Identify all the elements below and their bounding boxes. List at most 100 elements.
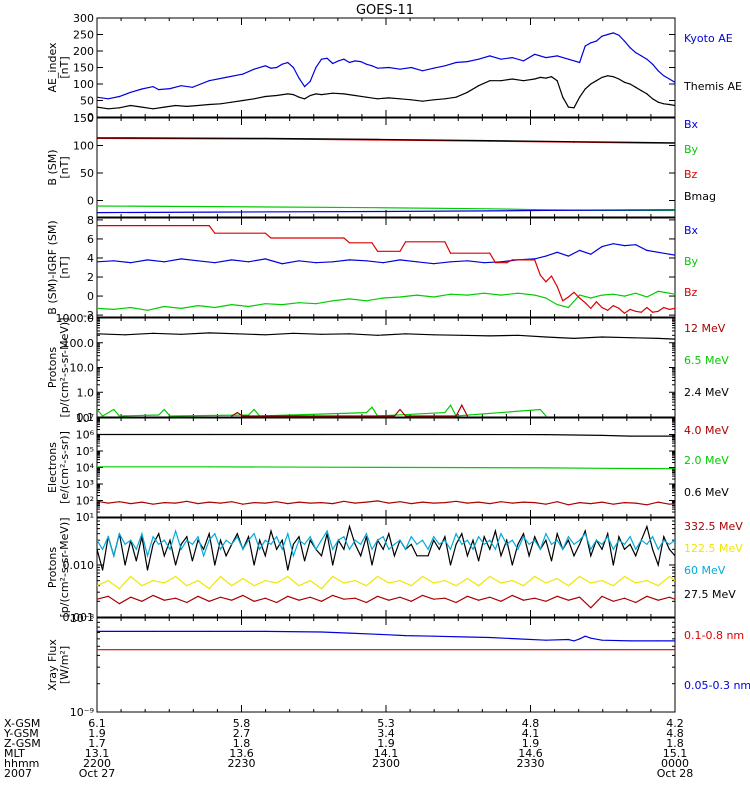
data-point	[360, 543, 362, 545]
data-point	[197, 539, 199, 541]
data-point	[433, 466, 435, 469]
data-point	[668, 503, 671, 505]
data-point	[517, 334, 519, 336]
series-line	[97, 225, 675, 314]
y-tick-label: 10⁻⁹	[70, 706, 94, 719]
data-point	[410, 543, 412, 545]
data-point	[264, 580, 266, 582]
data-point	[180, 85, 182, 87]
data-point	[489, 539, 491, 541]
data-point	[264, 232, 266, 234]
data-point	[186, 500, 188, 502]
data-point	[433, 67, 435, 69]
data-point	[489, 596, 491, 598]
orbit-value: 4.8	[666, 727, 684, 740]
data-point	[197, 536, 199, 538]
data-point	[612, 32, 614, 34]
data-point	[590, 42, 592, 44]
data-point	[130, 104, 132, 107]
data-point	[674, 104, 675, 107]
orbit-value: 14.6	[518, 747, 543, 760]
data-point	[332, 548, 334, 550]
data-point	[405, 333, 407, 335]
data-point	[118, 415, 120, 417]
data-point	[377, 500, 379, 502]
y-axis-label: [nT]	[58, 256, 71, 278]
data-point	[433, 263, 435, 265]
series-line	[97, 500, 675, 506]
data-point	[612, 564, 614, 566]
data-point	[646, 58, 648, 60]
data-point	[652, 548, 654, 550]
series-line	[97, 243, 675, 265]
data-point	[511, 539, 513, 541]
data-point	[320, 466, 323, 468]
data-point	[612, 503, 614, 505]
data-point	[433, 635, 435, 637]
y-tick-label: 100	[73, 78, 94, 91]
data-point	[225, 539, 227, 541]
legend-entry: Bx	[684, 224, 699, 237]
data-point	[511, 580, 513, 582]
y-tick-label: -2	[83, 309, 94, 322]
data-point	[236, 412, 238, 414]
data-point	[287, 569, 289, 571]
data-point	[522, 80, 525, 82]
data-point	[236, 536, 238, 538]
data-point	[489, 503, 491, 505]
legend-entry: 12 MeV	[684, 322, 726, 335]
data-point	[259, 539, 261, 541]
y-tick-label: 8	[87, 214, 94, 227]
data-point	[276, 66, 278, 69]
data-point	[298, 536, 300, 538]
data-point	[377, 633, 379, 635]
data-point	[365, 533, 367, 535]
y-tick-label: 10²	[76, 495, 94, 508]
data-point	[556, 251, 558, 253]
data-point	[668, 596, 671, 598]
orbit-value: Oct 27	[79, 767, 116, 780]
legend-entry: 2.0 MeV	[684, 454, 729, 467]
data-point	[208, 600, 210, 602]
data-point	[618, 539, 620, 541]
data-point	[169, 548, 171, 550]
data-point	[97, 106, 98, 108]
data-point	[601, 639, 603, 641]
data-point	[601, 294, 603, 296]
data-point	[360, 61, 362, 63]
data-point	[635, 601, 637, 604]
orbit-value: 1.7	[88, 737, 106, 750]
data-point	[97, 96, 98, 98]
data-point	[399, 296, 401, 298]
data-point	[152, 543, 154, 545]
data-point	[545, 539, 547, 541]
data-point	[635, 310, 637, 312]
data-point	[433, 582, 435, 584]
data-point	[511, 594, 513, 597]
orbit-value: 6.1	[88, 717, 106, 730]
data-point	[556, 577, 558, 580]
data-point	[399, 98, 401, 100]
data-point	[371, 242, 373, 244]
data-point	[500, 294, 502, 296]
data-point	[191, 543, 193, 545]
data-point	[612, 585, 614, 587]
data-point	[97, 548, 98, 550]
orbit-value: 13.6	[229, 747, 254, 760]
data-point	[550, 543, 553, 545]
data-point	[292, 332, 294, 334]
data-point	[449, 404, 452, 406]
data-point	[388, 502, 390, 504]
data-point	[528, 543, 530, 545]
data-point	[264, 502, 266, 504]
data-point	[169, 415, 171, 417]
data-point	[567, 585, 570, 587]
data-point	[180, 258, 182, 260]
data-point	[674, 254, 675, 256]
data-point	[152, 108, 154, 110]
data-point	[186, 585, 188, 587]
data-point	[270, 530, 272, 532]
data-point	[601, 306, 603, 309]
data-point	[348, 242, 351, 244]
data-point	[365, 601, 367, 604]
